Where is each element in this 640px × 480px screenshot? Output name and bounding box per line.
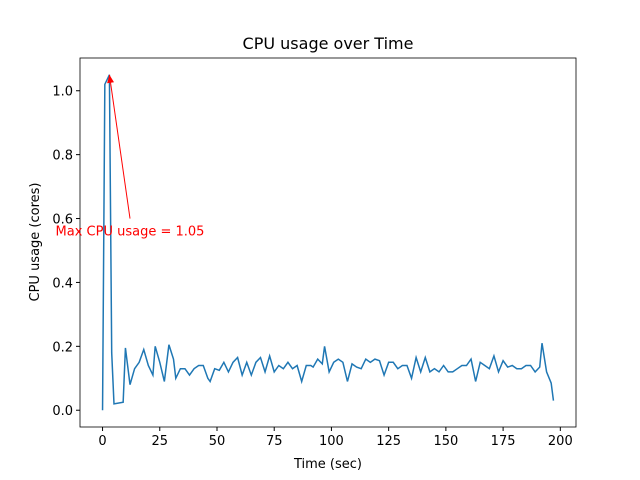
x-tick-label: 50 xyxy=(209,434,226,449)
y-tick-label: 0.4 xyxy=(52,276,73,291)
chart-title: CPU usage over Time xyxy=(243,34,414,53)
x-axis-label: Time (sec) xyxy=(293,457,362,472)
y-tick-label: 0.2 xyxy=(52,340,73,355)
x-tick-label: 100 xyxy=(319,434,344,449)
x-tick-label: 175 xyxy=(491,434,516,449)
x-tick-label: 200 xyxy=(548,434,573,449)
annotation-arrowhead xyxy=(107,74,115,84)
x-tick-label: 25 xyxy=(151,434,168,449)
y-tick-label: 0.8 xyxy=(52,149,73,164)
annotation-text: Max CPU usage = 1.05 xyxy=(56,225,205,240)
x-tick-label: 150 xyxy=(433,434,458,449)
x-tick-label: 125 xyxy=(376,434,401,449)
y-tick-label: 1.0 xyxy=(52,85,73,100)
x-tick-label: 75 xyxy=(266,434,283,449)
x-tick-label: 0 xyxy=(98,434,106,449)
y-tick-label: 0.0 xyxy=(52,404,73,419)
y-tick-label: 0.6 xyxy=(52,213,73,228)
line xyxy=(101,74,555,411)
annotation-arrow xyxy=(108,74,131,219)
plot-frame xyxy=(79,57,577,428)
y-axis-label: CPU usage (cores) xyxy=(28,183,43,302)
